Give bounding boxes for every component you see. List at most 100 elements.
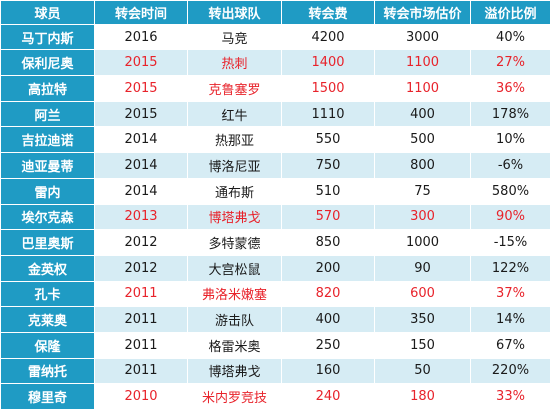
cell-premium: 10% — [470, 126, 550, 154]
cell-year: 2010 — [94, 383, 188, 410]
cell-premium: -6% — [470, 152, 550, 179]
cell-player: 埃尔克森 — [0, 203, 95, 231]
table-row: 保利尼奥 2015 热刺 1400 1100 27% — [0, 49, 550, 77]
cell-market-value: 500 — [374, 126, 471, 154]
cell-player: 高拉特 — [0, 75, 95, 102]
cell-fee: 1500 — [281, 75, 375, 102]
cell-club: 热那亚 — [187, 126, 282, 154]
cell-player: 雷纳托 — [0, 357, 95, 385]
cell-player: 吉拉迪诺 — [0, 126, 95, 154]
cell-fee: 570 — [281, 203, 375, 231]
table-row: 马丁内斯 2016 马竞 4200 3000 40% — [0, 23, 550, 51]
cell-market-value: 90 — [374, 254, 471, 282]
cell-player: 保隆 — [0, 331, 95, 359]
cell-market-value: 300 — [374, 203, 471, 231]
cell-club: 格雷米奥 — [187, 331, 282, 359]
cell-market-value: 800 — [374, 152, 471, 179]
cell-club: 大宫松鼠 — [187, 254, 282, 282]
cell-fee: 510 — [281, 177, 375, 205]
cell-player: 克莱奥 — [0, 306, 95, 333]
cell-fee: 160 — [281, 357, 375, 385]
cell-club: 红牛 — [187, 100, 282, 128]
cell-premium: 580% — [470, 177, 550, 205]
cell-club: 博塔弗戈 — [187, 203, 282, 231]
cell-premium: 14% — [470, 306, 550, 333]
table-row: 高拉特 2015 克鲁塞罗 1500 1100 36% — [0, 75, 550, 102]
cell-market-value: 400 — [374, 100, 471, 128]
table-row: 迪亚曼蒂 2014 博洛尼亚 750 800 -6% — [0, 152, 550, 179]
cell-fee: 1110 — [281, 100, 375, 128]
table-row: 埃尔克森 2013 博塔弗戈 570 300 90% — [0, 203, 550, 231]
cell-premium: -15% — [470, 229, 550, 256]
cell-year: 2012 — [94, 254, 188, 282]
cell-market-value: 1000 — [374, 229, 471, 256]
cell-club: 多特蒙德 — [187, 229, 282, 256]
cell-year: 2011 — [94, 357, 188, 385]
cell-fee: 240 — [281, 383, 375, 410]
cell-premium: 90% — [470, 203, 550, 231]
cell-fee: 200 — [281, 254, 375, 282]
cell-player: 迪亚曼蒂 — [0, 152, 95, 179]
table-row: 穆里奇 2010 米内罗竞技 240 180 33% — [0, 383, 550, 410]
table-row: 巴里奥斯 2012 多特蒙德 850 1000 -15% — [0, 229, 550, 256]
cell-player: 穆里奇 — [0, 383, 95, 410]
cell-player: 阿兰 — [0, 100, 95, 128]
header-row: 球员 转会时间 转出球队 转会费 转会市场估价 溢价比例 — [0, 0, 550, 25]
cell-year: 2011 — [94, 306, 188, 333]
table-row: 孔卡 2011 弗洛米嫩塞 820 600 37% — [0, 280, 550, 308]
column-header-year: 转会时间 — [94, 0, 188, 25]
cell-fee: 550 — [281, 126, 375, 154]
cell-year: 2015 — [94, 49, 188, 77]
cell-player: 马丁内斯 — [0, 23, 95, 51]
cell-club: 博塔弗戈 — [187, 357, 282, 385]
cell-player: 巴里奥斯 — [0, 229, 95, 256]
cell-market-value: 350 — [374, 306, 471, 333]
table-row: 金英权 2012 大宫松鼠 200 90 122% — [0, 254, 550, 282]
cell-premium: 37% — [470, 280, 550, 308]
cell-year: 2011 — [94, 331, 188, 359]
cell-club: 热刺 — [187, 49, 282, 77]
cell-year: 2014 — [94, 177, 188, 205]
table-row: 雷纳托 2011 博塔弗戈 160 50 220% — [0, 357, 550, 385]
cell-premium: 33% — [470, 383, 550, 410]
column-header-player: 球员 — [0, 0, 95, 25]
cell-club: 博洛尼亚 — [187, 152, 282, 179]
cell-premium: 122% — [470, 254, 550, 282]
cell-market-value: 3000 — [374, 23, 471, 51]
column-header-premium: 溢价比例 — [470, 0, 550, 25]
table-body: 马丁内斯 2016 马竞 4200 3000 40% 保利尼奥 2015 热刺 1400 1100 2… — [0, 23, 550, 410]
cell-club: 通布斯 — [187, 177, 282, 205]
cell-player: 保利尼奥 — [0, 49, 95, 77]
column-header-fee: 转会费 — [281, 0, 375, 25]
cell-club: 克鲁塞罗 — [187, 75, 282, 102]
table-row: 雷内 2014 通布斯 510 75 580% — [0, 177, 550, 205]
cell-year: 2015 — [94, 100, 188, 128]
cell-fee: 400 — [281, 306, 375, 333]
cell-market-value: 600 — [374, 280, 471, 308]
cell-player: 孔卡 — [0, 280, 95, 308]
cell-fee: 4200 — [281, 23, 375, 51]
cell-player: 雷内 — [0, 177, 95, 205]
cell-year: 2014 — [94, 152, 188, 179]
cell-premium: 67% — [470, 331, 550, 359]
column-header-market-value: 转会市场估价 — [374, 0, 471, 25]
cell-market-value: 150 — [374, 331, 471, 359]
cell-fee: 750 — [281, 152, 375, 179]
cell-year: 2016 — [94, 23, 188, 51]
cell-player: 金英权 — [0, 254, 95, 282]
cell-year: 2015 — [94, 75, 188, 102]
cell-year: 2013 — [94, 203, 188, 231]
cell-year: 2011 — [94, 280, 188, 308]
cell-market-value: 1100 — [374, 49, 471, 77]
cell-fee: 1400 — [281, 49, 375, 77]
cell-premium: 220% — [470, 357, 550, 385]
cell-club: 弗洛米嫩塞 — [187, 280, 282, 308]
cell-club: 游击队 — [187, 306, 282, 333]
cell-club: 马竞 — [187, 23, 282, 51]
table-row: 阿兰 2015 红牛 1110 400 178% — [0, 100, 550, 128]
cell-market-value: 180 — [374, 383, 471, 410]
table-row: 保隆 2011 格雷米奥 250 150 67% — [0, 331, 550, 359]
cell-fee: 820 — [281, 280, 375, 308]
cell-premium: 178% — [470, 100, 550, 128]
